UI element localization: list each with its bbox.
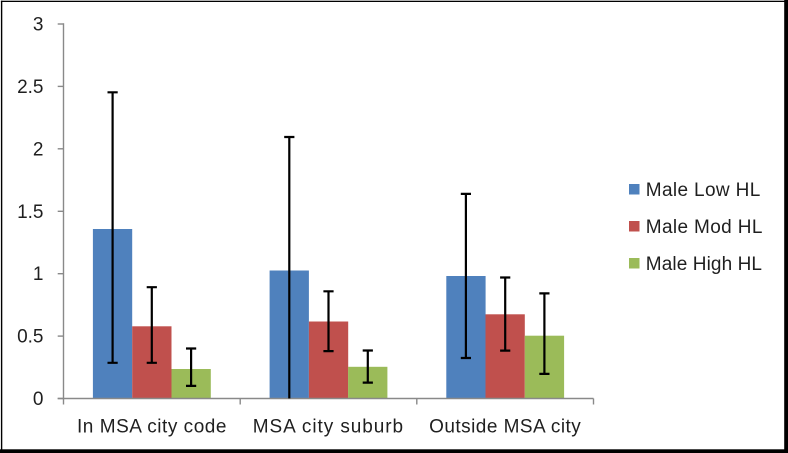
svg-text:Male Mod HL: Male Mod HL — [646, 217, 763, 238]
svg-text:Outside MSA city: Outside MSA city — [429, 417, 581, 438]
svg-text:Male High HL: Male High HL — [646, 254, 762, 275]
svg-text:2: 2 — [33, 139, 44, 160]
svg-text:1.5: 1.5 — [17, 202, 43, 223]
svg-text:Male Low HL: Male Low HL — [646, 180, 761, 201]
svg-text:2.5: 2.5 — [17, 77, 43, 98]
svg-text:MSA city suburb: MSA city suburb — [253, 417, 404, 438]
svg-text:0: 0 — [33, 389, 44, 410]
svg-text:1: 1 — [33, 264, 44, 285]
svg-text:In MSA city code: In MSA city code — [77, 417, 227, 438]
svg-text:3: 3 — [33, 15, 44, 36]
svg-text:0.5: 0.5 — [17, 327, 43, 348]
